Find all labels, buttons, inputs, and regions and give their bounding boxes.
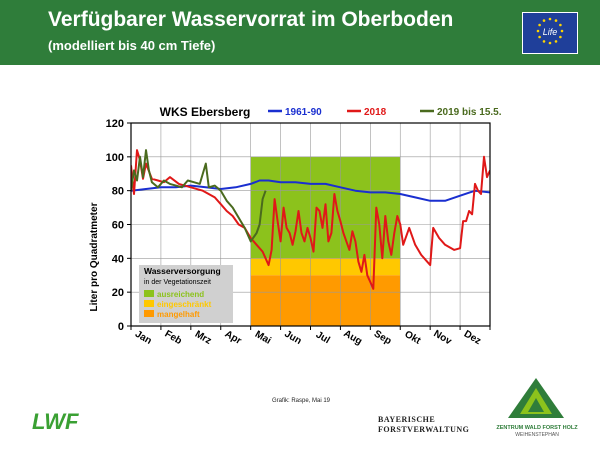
lwf-logo: LWF: [30, 405, 86, 435]
zone-legend-swatch-1: [144, 300, 154, 307]
eu-life-text: Life: [543, 27, 558, 37]
lwf-logo-icon: LWF: [32, 409, 79, 434]
y-tick-label: 20: [112, 287, 124, 299]
bayern-line-1: BAYERISCHE: [378, 415, 436, 424]
water-storage-chart: WKS Ebersberg Liter pro Quadratmeter 196…: [89, 105, 502, 348]
zone-legend-label-2: mangelhaft: [157, 310, 200, 319]
series-line-2: [131, 149, 267, 243]
y-tick-label: 40: [112, 253, 124, 265]
bayern-logo: BAYERISCHE FORSTVERWALTUNG: [378, 415, 469, 435]
y-tick-label: 0: [118, 321, 124, 333]
zone-legend-swatch-2: [144, 310, 154, 317]
month-label-Feb: Feb: [163, 329, 184, 347]
chart-container: WKS Ebersberg Liter pro Quadratmeter 196…: [0, 95, 600, 395]
page-subtitle: (modelliert bis 40 cm Tiefe): [48, 38, 216, 53]
y-tick-label: 100: [106, 152, 124, 164]
zone-legend-label-1: eingeschränkt: [157, 300, 212, 309]
zone-eingeschränkt: [250, 258, 401, 276]
month-label-Jul: Jul: [314, 329, 332, 346]
zone-legend-label-0: ausreichend: [157, 290, 204, 299]
month-label-Okt: Okt: [402, 329, 423, 347]
legend-label-0: 1961-90: [285, 107, 322, 118]
zone-legend-swatch-0: [144, 290, 154, 297]
plot-area: 0 20 40 60 80 100 120 Jan Feb Mrz Apr Mai Jun Jul Aug S…: [106, 118, 491, 348]
page-title: Verfügbarer Wasservorrat im Oberboden: [48, 8, 454, 31]
month-label-Dez: Dez: [462, 329, 483, 347]
series-line-1: [131, 149, 490, 290]
month-label-Aug: Aug: [341, 328, 363, 347]
month-label-Mai: Mai: [253, 329, 273, 347]
zone-mangelhaft: [250, 275, 401, 326]
series-line-0: [131, 179, 490, 202]
zentrum-logo: [496, 376, 576, 420]
lwf-logo-text: LWF: [32, 409, 79, 434]
month-label-Jun: Jun: [282, 329, 303, 347]
month-label-Sep: Sep: [372, 328, 393, 347]
month-label-Jan: Jan: [133, 329, 153, 347]
header-banner: Verfügbarer Wasservorrat im Oberboden (m…: [0, 0, 600, 65]
month-label-Apr: Apr: [223, 329, 244, 347]
chart-legend: 1961-90 2018 2019 bis 15.5.: [268, 107, 502, 118]
zone-legend-title: Wasserversorgung: [144, 266, 221, 276]
y-tick-label: 60: [112, 220, 124, 232]
chart-title: WKS Ebersberg: [160, 105, 251, 119]
zentrum-name: ZENTRUM WALD FORST HOLZ: [496, 425, 578, 431]
zone-legend-box: [139, 265, 233, 323]
plot-frame: [130, 122, 491, 327]
zentrum-tree-icon: [508, 378, 564, 418]
legend-label-1: 2018: [364, 107, 387, 118]
eu-life-logo: Life: [522, 12, 578, 54]
y-tick-label: 120: [106, 118, 124, 130]
y-axis-label: Liter pro Quadratmeter: [89, 202, 100, 311]
bayern-line-2: FORSTVERWALTUNG: [378, 425, 470, 434]
month-label-Mrz: Mrz: [193, 329, 213, 347]
legend-label-2: 2019 bis 15.5.: [437, 107, 502, 118]
zone-legend-subtitle: in der Vegetationszeit: [144, 279, 211, 286]
zentrum-place: WEIHENSTEPHAN: [515, 432, 559, 438]
month-label-Nov: Nov: [431, 328, 453, 347]
chart-credit: Grafik: Raspe, Mai 19: [272, 398, 331, 404]
eu-stars-icon: Life: [536, 17, 564, 45]
y-tick-label: 80: [112, 186, 124, 198]
